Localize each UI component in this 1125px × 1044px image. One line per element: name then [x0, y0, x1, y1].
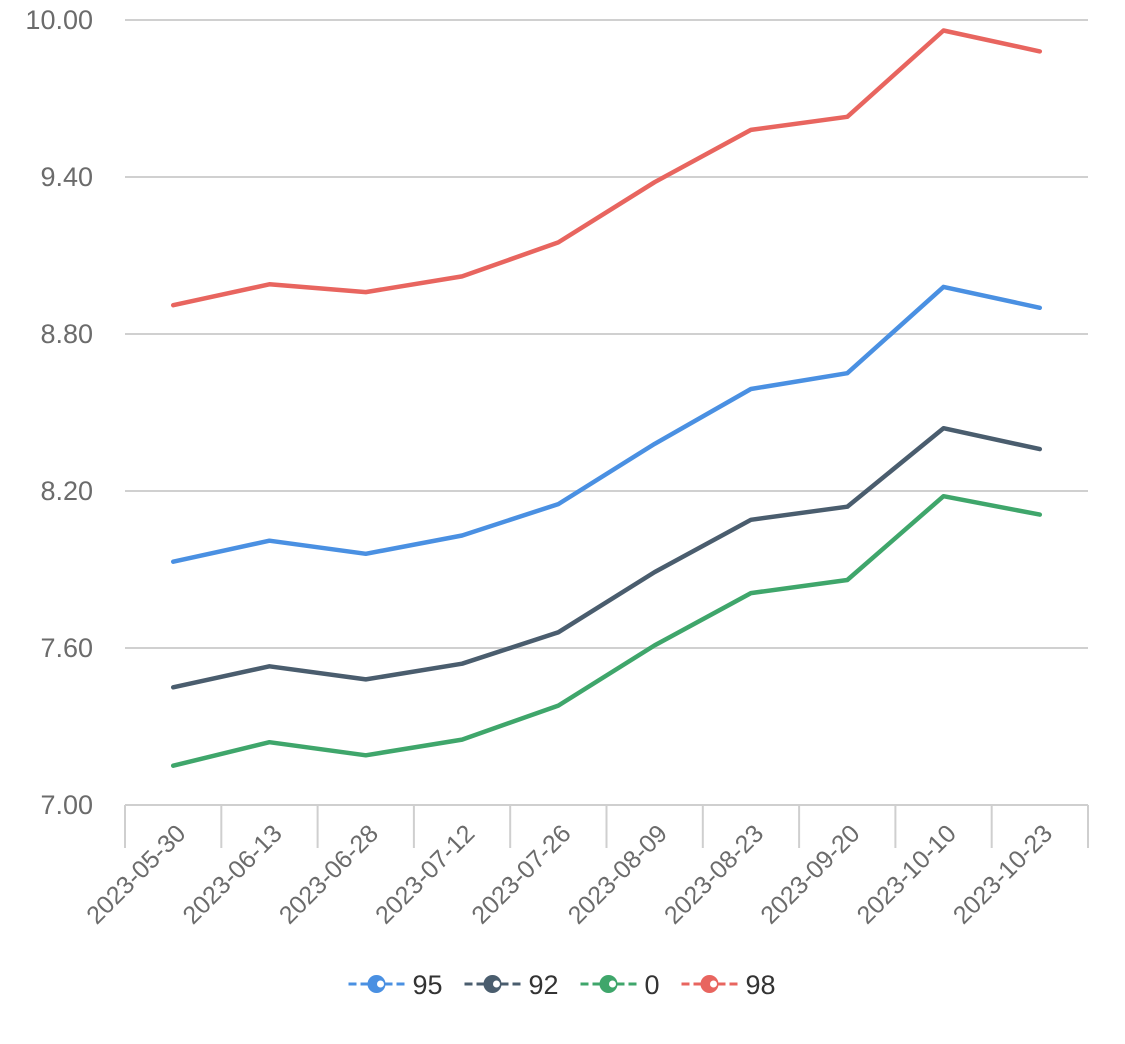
- y-tick-label: 7.00: [40, 790, 93, 820]
- legend-marker-icon: [367, 975, 386, 993]
- x-tick-label: 2023-08-09: [563, 819, 673, 929]
- x-tick-label: 2023-09-20: [755, 819, 865, 929]
- x-axis: 2023-05-302023-06-132023-06-282023-07-12…: [81, 805, 1089, 930]
- legend-marker-icon: [700, 975, 719, 993]
- y-tick-label: 7.60: [40, 633, 93, 663]
- y-tick-label: 8.80: [40, 319, 93, 349]
- legend-item-0[interactable]: 0: [580, 970, 660, 1000]
- x-tick-label: 2023-06-28: [274, 819, 384, 929]
- legend-label: 92: [529, 970, 559, 1000]
- legend-marker-dot: [493, 980, 500, 988]
- grid-lines: [125, 19, 1088, 806]
- legend-label: 95: [413, 970, 443, 1000]
- legend-marker-icon: [483, 975, 502, 993]
- y-tick-label: 9.40: [40, 162, 93, 192]
- legend-marker-icon: [599, 975, 618, 993]
- legend-item-98[interactable]: 98: [681, 970, 776, 1000]
- x-tick-label: 2023-06-13: [177, 819, 287, 929]
- y-axis: 7.00 7.60 8.20 8.80 9.40 10.00: [25, 5, 93, 820]
- series-line-0: [170, 493, 1043, 768]
- legend-marker-dot: [609, 980, 616, 988]
- legend-label: 98: [746, 970, 776, 1000]
- y-tick-label: 10.00: [25, 5, 93, 35]
- x-tick-label: 2023-05-30: [81, 819, 191, 929]
- legend-item-95[interactable]: 95: [348, 970, 443, 1000]
- x-tick-label: 2023-10-10: [852, 819, 962, 929]
- series-line-92: [170, 425, 1043, 690]
- series-line-95: [170, 284, 1043, 564]
- series-line-98: [170, 28, 1043, 308]
- legend-marker-dot: [377, 980, 384, 988]
- y-tick-label: 8.20: [40, 476, 93, 506]
- legend-label: 0: [645, 970, 660, 1000]
- x-tick-label: 2023-07-26: [466, 819, 576, 929]
- x-tick-label: 2023-07-12: [370, 819, 480, 929]
- x-tick-label: 2023-10-23: [948, 819, 1058, 929]
- series-lines: [170, 28, 1043, 768]
- legend: 95 92 0 98: [348, 970, 776, 1000]
- legend-marker-dot: [710, 980, 717, 988]
- legend-item-92[interactable]: 92: [464, 970, 559, 1000]
- x-tick-label: 2023-08-23: [659, 819, 769, 929]
